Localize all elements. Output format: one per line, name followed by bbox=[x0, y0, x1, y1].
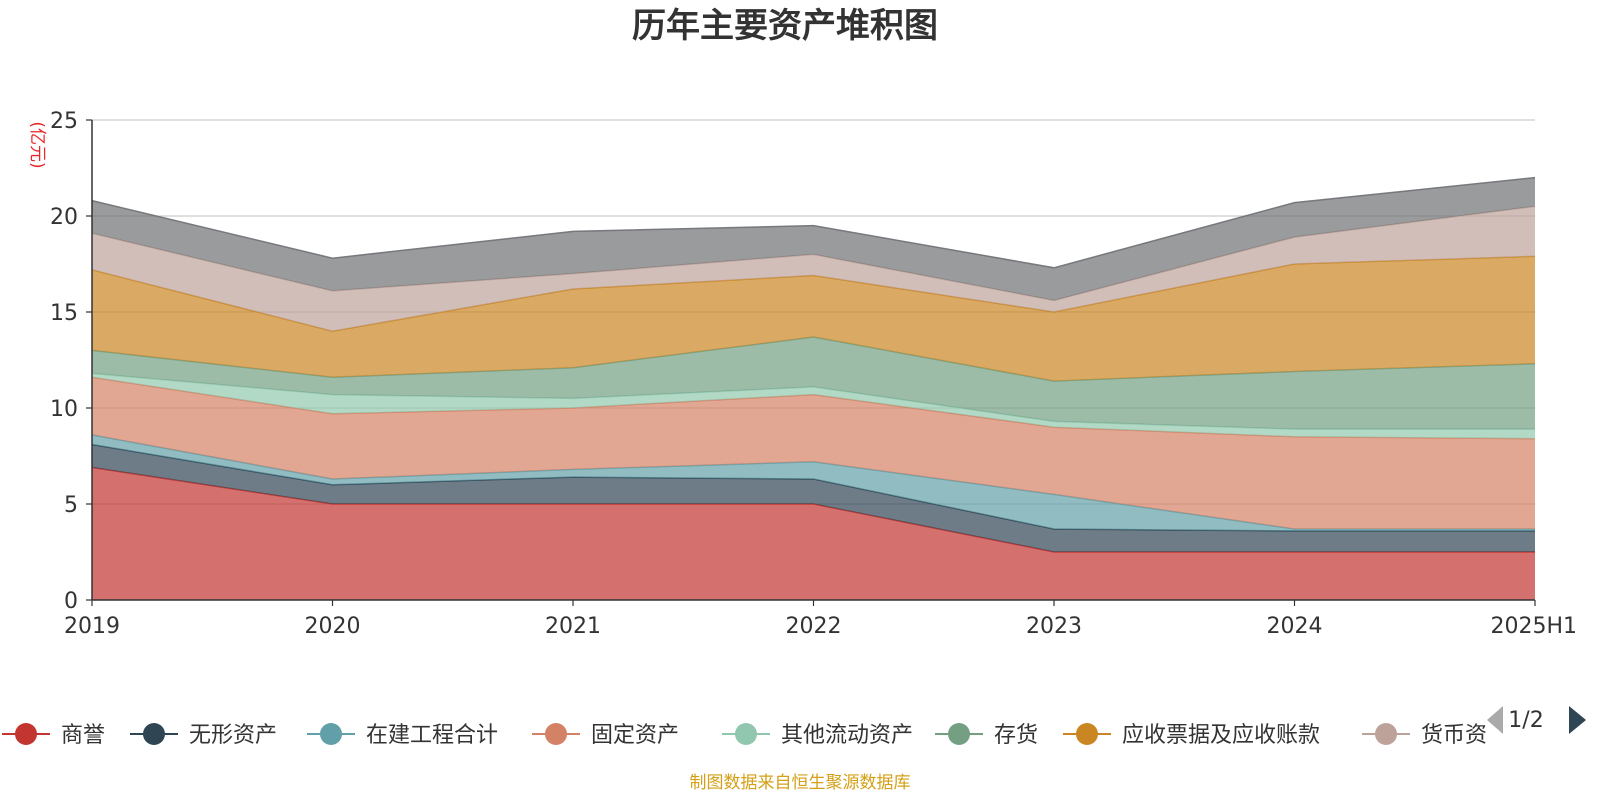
legend-label: 存货 bbox=[994, 723, 1038, 748]
area-series-7 bbox=[92, 256, 1535, 382]
x-tick-label: 2020 bbox=[305, 614, 361, 639]
area-series bbox=[91, 176, 1536, 600]
axes: 0 5 10 15 20 25 2019 2020 2021 2022 2023 2024 2025H1 bbox=[50, 109, 1577, 639]
area-series-5 bbox=[92, 373, 1535, 439]
area-series-1 bbox=[92, 467, 1535, 600]
legend-item[interactable]: 应收票据及应收账款 bbox=[1063, 723, 1320, 748]
legend-marker-icon bbox=[1375, 723, 1397, 745]
legend-label: 固定资产 bbox=[591, 723, 679, 748]
legend-item[interactable]: 无形资产 bbox=[130, 723, 277, 748]
legend-next-icon[interactable] bbox=[1569, 706, 1586, 734]
x-tick-label: 2023 bbox=[1026, 614, 1082, 639]
legend-prev-icon[interactable] bbox=[1487, 706, 1503, 734]
y-tick-label: 20 bbox=[50, 205, 78, 230]
x-tick-label: 2025H1 bbox=[1490, 614, 1577, 639]
legend-label: 货币资 bbox=[1421, 723, 1487, 748]
chart-title: 历年主要资产堆积图 bbox=[632, 6, 938, 46]
legend-label: 无形资产 bbox=[189, 723, 277, 748]
area-series-2 bbox=[92, 444, 1535, 552]
legend-marker-icon bbox=[545, 723, 567, 745]
data-source-note: 制图数据来自恒生聚源数据库 bbox=[690, 773, 911, 793]
legend-item[interactable]: 货币资 bbox=[1362, 723, 1487, 748]
x-tick-label: 2019 bbox=[64, 614, 120, 639]
legend-marker-icon bbox=[948, 723, 970, 745]
y-tick-label: 25 bbox=[50, 109, 78, 134]
legend-marker-icon bbox=[1076, 723, 1098, 745]
x-tick-label: 2024 bbox=[1267, 614, 1323, 639]
legend-item[interactable]: 其他流动资产 bbox=[722, 723, 913, 748]
legend-marker-icon bbox=[320, 723, 342, 745]
legend-label: 商誉 bbox=[61, 723, 105, 748]
legend-label: 在建工程合计 bbox=[366, 723, 498, 748]
y-tick-label: 10 bbox=[50, 397, 78, 422]
legend-label: 其他流动资产 bbox=[781, 723, 913, 748]
y-tick-label: 15 bbox=[50, 301, 78, 326]
area-series-6 bbox=[92, 337, 1535, 430]
legend-marker-icon bbox=[143, 723, 165, 745]
legend-item[interactable]: 商誉 bbox=[2, 723, 105, 748]
area-series-3 bbox=[92, 434, 1535, 531]
y-axis-unit: (亿元) bbox=[27, 121, 47, 168]
legend-item[interactable]: 存货 bbox=[935, 723, 1038, 748]
area-series-9 bbox=[92, 177, 1535, 301]
legend-marker-icon bbox=[15, 723, 37, 745]
y-tick-label: 5 bbox=[64, 493, 78, 518]
area-series-4 bbox=[92, 377, 1535, 529]
legend-item[interactable]: 在建工程合计 bbox=[307, 723, 498, 748]
x-tick-label: 2021 bbox=[545, 614, 601, 639]
legend: 商誉 无形资产 在建工程合计 固定资产 其他流动资产 存货 应收票据及应收账款 货币资 bbox=[2, 723, 1487, 748]
legend-page-indicator: 1/2 bbox=[1508, 708, 1543, 733]
x-tick-label: 2022 bbox=[786, 614, 842, 639]
legend-label: 应收票据及应收账款 bbox=[1122, 723, 1320, 748]
legend-marker-icon bbox=[735, 723, 757, 745]
y-tick-label: 0 bbox=[64, 589, 78, 614]
area-series-8 bbox=[92, 206, 1535, 332]
legend-pager: 1/2 bbox=[1487, 706, 1586, 734]
legend-item[interactable]: 固定资产 bbox=[532, 723, 679, 748]
area-edge-9 bbox=[91, 176, 1536, 269]
